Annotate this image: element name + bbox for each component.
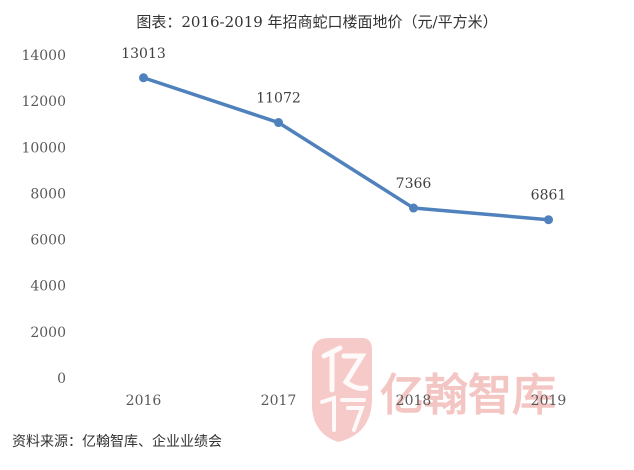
y-tick-label: 0: [57, 371, 66, 387]
y-tick-label: 2000: [30, 325, 66, 341]
data-label: 7366: [396, 176, 432, 192]
y-tick-label: 6000: [30, 233, 66, 249]
x-axis: 2016 2017 2018 2019: [126, 393, 567, 409]
y-tick-label: 4000: [30, 279, 66, 295]
y-tick-label: 8000: [30, 186, 66, 202]
watermark-seal-icon: [312, 338, 372, 442]
chart-title: 图表：2016-2019 年招商蛇口楼面地价（元/平方米）: [136, 13, 497, 31]
series-layer: [139, 73, 553, 225]
watermark: 亿翰智库: [312, 338, 556, 442]
watermark-text: 亿翰智库: [380, 370, 556, 421]
data-point: [139, 73, 148, 83]
series-line: [141, 76, 551, 222]
data-point: [409, 203, 418, 213]
y-tick-label: 10000: [21, 140, 66, 156]
y-tick-label: 14000: [21, 48, 66, 64]
data-label: 13013: [121, 46, 166, 62]
x-tick-label: 2016: [126, 393, 162, 409]
data-label: 6861: [531, 188, 567, 204]
data-label: 11072: [256, 91, 301, 107]
x-tick-label: 2018: [396, 393, 432, 409]
x-tick-label: 2017: [261, 393, 297, 409]
source-note: 资料来源：亿翰智库、企业业绩会: [12, 433, 222, 450]
y-tick-label: 12000: [21, 94, 66, 110]
data-point: [274, 118, 283, 128]
data-point: [544, 215, 553, 225]
x-tick-label: 2019: [531, 393, 567, 409]
data-labels: 13013 11072 7366 6861: [121, 46, 566, 204]
y-axis: 0 2000 4000 6000 8000 10000 12000 14000: [21, 48, 66, 387]
